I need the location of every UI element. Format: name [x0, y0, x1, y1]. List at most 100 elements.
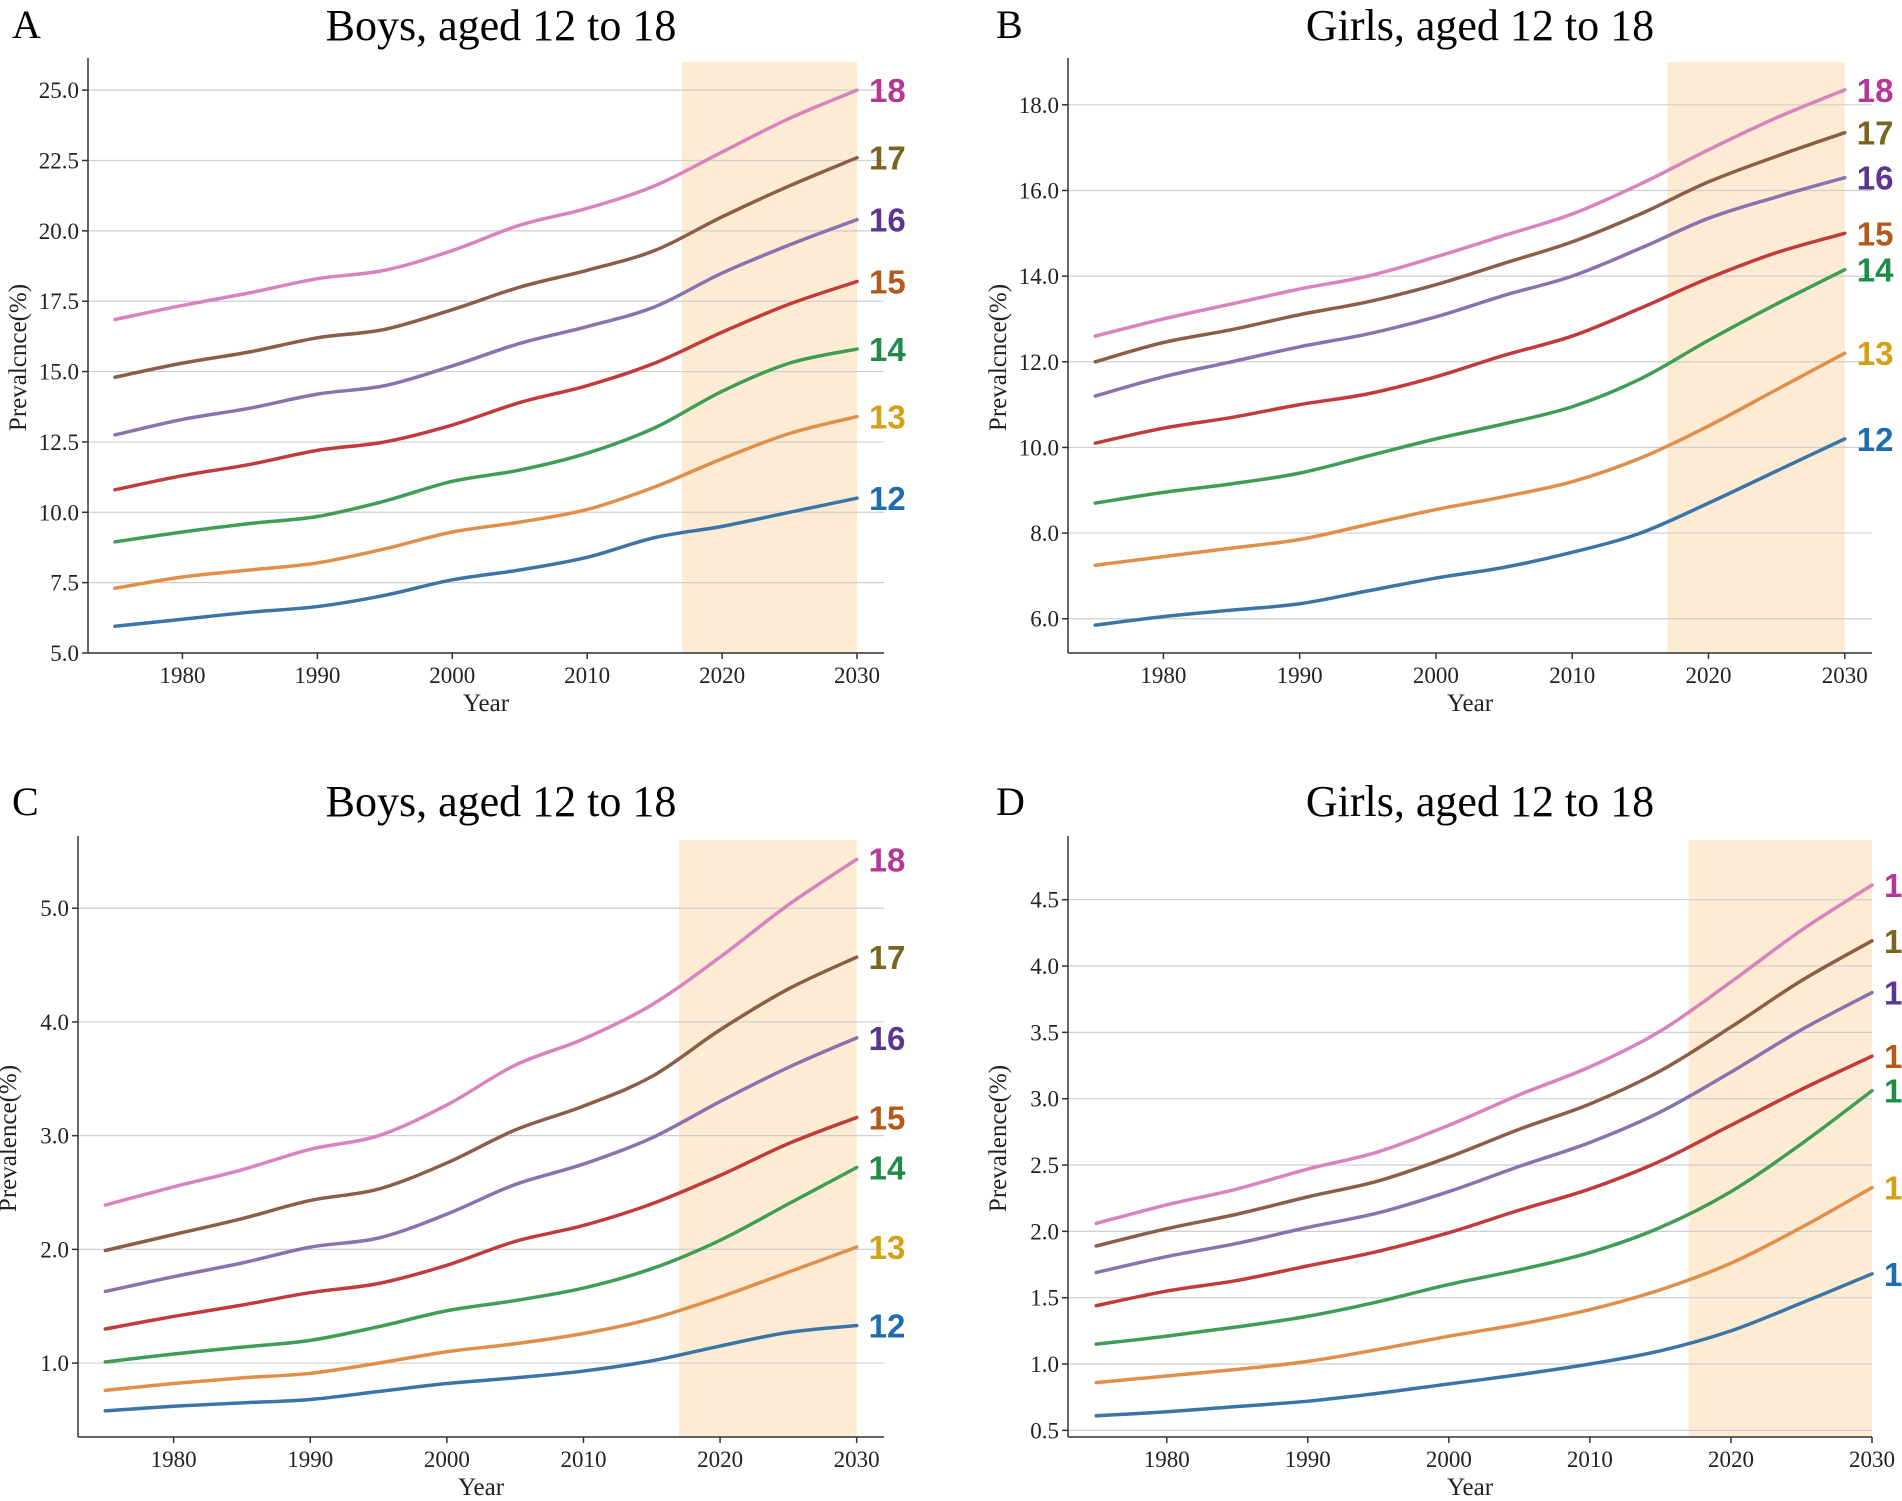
series-line-b-age-14: [1093, 267, 1847, 505]
y-tick-label-c-4: 5.0: [40, 896, 69, 921]
age-label-c-12: 12: [869, 1308, 906, 1345]
y-tick-label-c-0: 1.0: [40, 1351, 69, 1376]
y-tick-label-a-2: 10.0: [39, 500, 79, 525]
y-tick-label-d-4: 2.5: [1030, 1153, 1059, 1178]
y-tick-label-d-7: 4.0: [1030, 954, 1059, 979]
y-axis-label-b: Prevalcnce(%): [985, 284, 1012, 431]
age-label-d-17: 17: [1884, 923, 1902, 960]
x-tick-label-d-4: 2020: [1708, 1447, 1754, 1472]
age-label-c-17: 17: [869, 939, 906, 976]
x-tick-label-c-4: 2020: [697, 1447, 743, 1472]
y-tick-label-c-2: 3.0: [40, 1124, 69, 1149]
series-line-b-age-17: [1093, 130, 1847, 364]
age-label-d-15: 15: [1884, 1038, 1902, 1075]
y-tick-label-a-7: 22.5: [39, 149, 79, 174]
age-label-a-15: 15: [869, 264, 906, 301]
series-line-c-age-18: [103, 857, 859, 1207]
age-label-a-13: 13: [869, 399, 906, 436]
y-tick-label-c-3: 4.0: [40, 1010, 69, 1035]
panel-letter-b: B: [996, 2, 1023, 47]
y-axis-label-c: Prevalence(%): [0, 1065, 22, 1212]
y-axis-label-a: Prevalcnce(%): [5, 284, 32, 431]
series-line-a-age-16: [113, 217, 859, 437]
x-tick-label-a-0: 1980: [159, 663, 205, 688]
x-tick-label-c-3: 2010: [560, 1447, 606, 1472]
series-line-d-age-16: [1094, 990, 1874, 1275]
chart-title-a: Boys, aged 12 to 18: [326, 1, 677, 50]
x-tick-label-b-5: 2030: [1822, 663, 1868, 688]
plot-area-d: 0.5 1.0 1.5 2.0 2.5 3.0 3.5 4.0 4.5 1980 1990 2000 2…: [985, 836, 1902, 1501]
projection-band-b: [1667, 62, 1845, 653]
panel-letter-d: D: [996, 779, 1025, 824]
x-tick-label-d-0: 1980: [1144, 1447, 1190, 1472]
chart-title-b: Girls, aged 12 to 18: [1306, 1, 1654, 50]
x-tick-label-b-1: 1990: [1277, 663, 1323, 688]
x-tick-label-a-3: 2010: [564, 663, 610, 688]
age-label-d-12: 12: [1884, 1256, 1902, 1293]
y-tick-label-b-6: 18.0: [1019, 93, 1059, 118]
series-line-c-age-17: [103, 955, 859, 1253]
age-label-b-12: 12: [1857, 421, 1894, 458]
panel-d: D Girls, aged 12 to 18 0.5 1.0 1.5 2.0 2.5 3.…: [985, 777, 1902, 1501]
series-line-b-age-12: [1093, 437, 1847, 627]
y-tick-label-a-8: 25.0: [39, 78, 79, 103]
chart-title-c: Boys, aged 12 to 18: [326, 777, 677, 826]
x-tick-label-d-1: 1990: [1285, 1447, 1331, 1472]
y-tick-label-d-3: 2.0: [1030, 1219, 1059, 1244]
panel-c: C Boys, aged 12 to 18 1.0 2.0 3.0 4.0 5.0 198…: [0, 777, 906, 1501]
panel-letter-a: A: [12, 2, 41, 47]
series-line-c-age-16: [103, 1036, 859, 1294]
x-tick-label-a-1: 1990: [294, 663, 340, 688]
x-tick-label-d-2: 2000: [1426, 1447, 1472, 1472]
x-axis-label-c: Year: [458, 1474, 505, 1501]
x-tick-label-b-4: 2020: [1685, 663, 1731, 688]
plot-area-c: 1.0 2.0 3.0 4.0 5.0 1980 1990 2000 2010 2020 2030 Y…: [0, 836, 906, 1501]
x-tick-label-c-0: 1980: [151, 1447, 197, 1472]
x-tick-label-b-0: 1980: [1140, 663, 1186, 688]
y-tick-label-c-1: 2.0: [40, 1237, 69, 1262]
y-tick-label-d-5: 3.0: [1030, 1087, 1059, 1112]
y-tick-label-a-4: 15.0: [39, 360, 79, 385]
x-tick-label-d-3: 2010: [1567, 1447, 1613, 1472]
series-line-c-age-13: [103, 1245, 859, 1393]
chart-title-d: Girls, aged 12 to 18: [1306, 777, 1654, 826]
y-tick-label-b-4: 14.0: [1019, 264, 1059, 289]
series-line-a-age-17: [113, 155, 859, 379]
series-line-d-age-15: [1094, 1054, 1874, 1308]
series-line-a-age-18: [113, 88, 859, 322]
x-tick-label-b-2: 2000: [1413, 663, 1459, 688]
plot-area-b: 6.0 8.0 10.0 12.0 14.0 16.0 18.0 1980 1990 2000 20…: [985, 58, 1894, 717]
age-label-b-13: 13: [1857, 335, 1894, 372]
y-tick-label-a-0: 5.0: [50, 641, 79, 666]
series-line-b-age-16: [1093, 175, 1847, 398]
plot-area-a: 5.0 7.5 10.0 12.5 15.0 17.5 20.0 22.5 25.0 1980 19…: [5, 58, 906, 717]
age-label-b-14: 14: [1857, 252, 1894, 289]
series-line-b-age-13: [1093, 351, 1847, 567]
age-label-a-18: 18: [869, 72, 906, 109]
series-line-d-age-12: [1094, 1272, 1874, 1418]
y-tick-label-b-1: 8.0: [1030, 521, 1059, 546]
age-label-a-16: 16: [869, 202, 906, 239]
x-axis-label-d: Year: [1447, 1474, 1494, 1501]
series-line-c-age-12: [103, 1323, 859, 1413]
age-label-d-14: 14: [1884, 1073, 1902, 1110]
y-tick-label-b-5: 16.0: [1019, 178, 1059, 203]
panel-b: B Girls, aged 12 to 18 6.0 8.0 10.0 12.0 14.…: [985, 1, 1894, 717]
x-tick-label-a-5: 2030: [834, 663, 880, 688]
panel-a: A Boys, aged 12 to 18 5.0 7.5 10.0 12.5 15.0…: [5, 1, 906, 717]
y-tick-label-b-0: 6.0: [1030, 607, 1059, 632]
age-label-b-17: 17: [1857, 115, 1894, 152]
age-label-a-17: 17: [869, 140, 906, 177]
y-tick-label-d-0: 0.5: [1030, 1418, 1059, 1443]
x-axis-label-a: Year: [463, 690, 510, 717]
projection-band-d: [1688, 840, 1872, 1437]
series-line-a-age-14: [113, 347, 859, 544]
y-tick-label-d-8: 4.5: [1030, 888, 1059, 913]
series-line-a-age-12: [113, 496, 859, 629]
series-line-a-age-15: [113, 279, 859, 492]
y-tick-label-d-6: 3.5: [1030, 1020, 1059, 1045]
age-label-d-16: 16: [1884, 975, 1902, 1012]
y-tick-label-b-2: 10.0: [1019, 435, 1059, 460]
y-tick-label-d-2: 1.5: [1030, 1286, 1059, 1311]
